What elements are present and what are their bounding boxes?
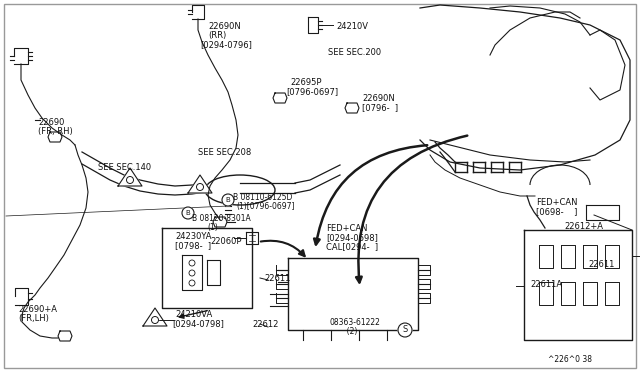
Text: 24230YA: 24230YA — [175, 232, 211, 241]
Circle shape — [222, 194, 234, 206]
Text: 22611: 22611 — [588, 260, 614, 269]
Text: 08363-61222: 08363-61222 — [330, 318, 381, 327]
Text: 22612: 22612 — [252, 320, 278, 329]
Circle shape — [127, 176, 134, 183]
Text: ^226^0 38: ^226^0 38 — [548, 355, 592, 364]
Text: [0294-0796]: [0294-0796] — [200, 40, 252, 49]
Polygon shape — [143, 308, 167, 326]
Text: 22690N: 22690N — [362, 94, 395, 103]
Text: B: B — [186, 210, 190, 216]
Circle shape — [182, 207, 194, 219]
Text: 22612+A: 22612+A — [564, 222, 603, 231]
Text: FED+CAN: FED+CAN — [536, 198, 577, 207]
Text: [0294-0698]: [0294-0698] — [326, 233, 378, 242]
Text: [0698-    ]: [0698- ] — [536, 207, 577, 216]
Text: 22690N: 22690N — [208, 22, 241, 31]
Ellipse shape — [205, 175, 275, 205]
Text: (RR): (RR) — [208, 31, 227, 40]
Text: 24210V: 24210V — [336, 22, 368, 31]
Text: (1): (1) — [207, 223, 218, 232]
Text: [0796-  ]: [0796- ] — [362, 103, 398, 112]
Text: SEE SEC.140: SEE SEC.140 — [98, 163, 151, 172]
Text: (FR, RH): (FR, RH) — [38, 127, 73, 136]
Circle shape — [152, 317, 159, 324]
Text: CAL[0294-  ]: CAL[0294- ] — [326, 242, 378, 251]
Circle shape — [189, 260, 195, 266]
Text: SEE SEC.200: SEE SEC.200 — [328, 48, 381, 57]
Text: B 08110-6125D: B 08110-6125D — [233, 193, 292, 202]
Circle shape — [196, 183, 204, 190]
Text: 22690: 22690 — [38, 118, 65, 127]
Text: B 08120-8301A: B 08120-8301A — [192, 214, 251, 223]
Text: 22611A: 22611A — [530, 280, 562, 289]
Text: (1)[0796-0697]: (1)[0796-0697] — [236, 202, 294, 211]
Text: [0796-0697]: [0796-0697] — [286, 87, 338, 96]
Circle shape — [398, 323, 412, 337]
Text: 24210VA: 24210VA — [175, 310, 212, 319]
Text: [0798-  ]: [0798- ] — [175, 241, 211, 250]
Circle shape — [189, 280, 195, 286]
Text: SEE SEC.208: SEE SEC.208 — [198, 148, 252, 157]
Polygon shape — [188, 175, 212, 193]
Polygon shape — [118, 168, 142, 186]
Text: 22611: 22611 — [264, 274, 291, 283]
Text: FED+CAN: FED+CAN — [326, 224, 367, 233]
Text: S: S — [403, 326, 408, 334]
Text: [0294-0798]: [0294-0798] — [172, 319, 224, 328]
Text: 22695P: 22695P — [290, 78, 321, 87]
Circle shape — [189, 270, 195, 276]
Text: (2): (2) — [330, 327, 357, 336]
Text: (FR,LH): (FR,LH) — [18, 314, 49, 323]
Text: B: B — [226, 197, 230, 203]
Text: 22690+A: 22690+A — [18, 305, 57, 314]
Text: 22060P: 22060P — [210, 237, 241, 246]
